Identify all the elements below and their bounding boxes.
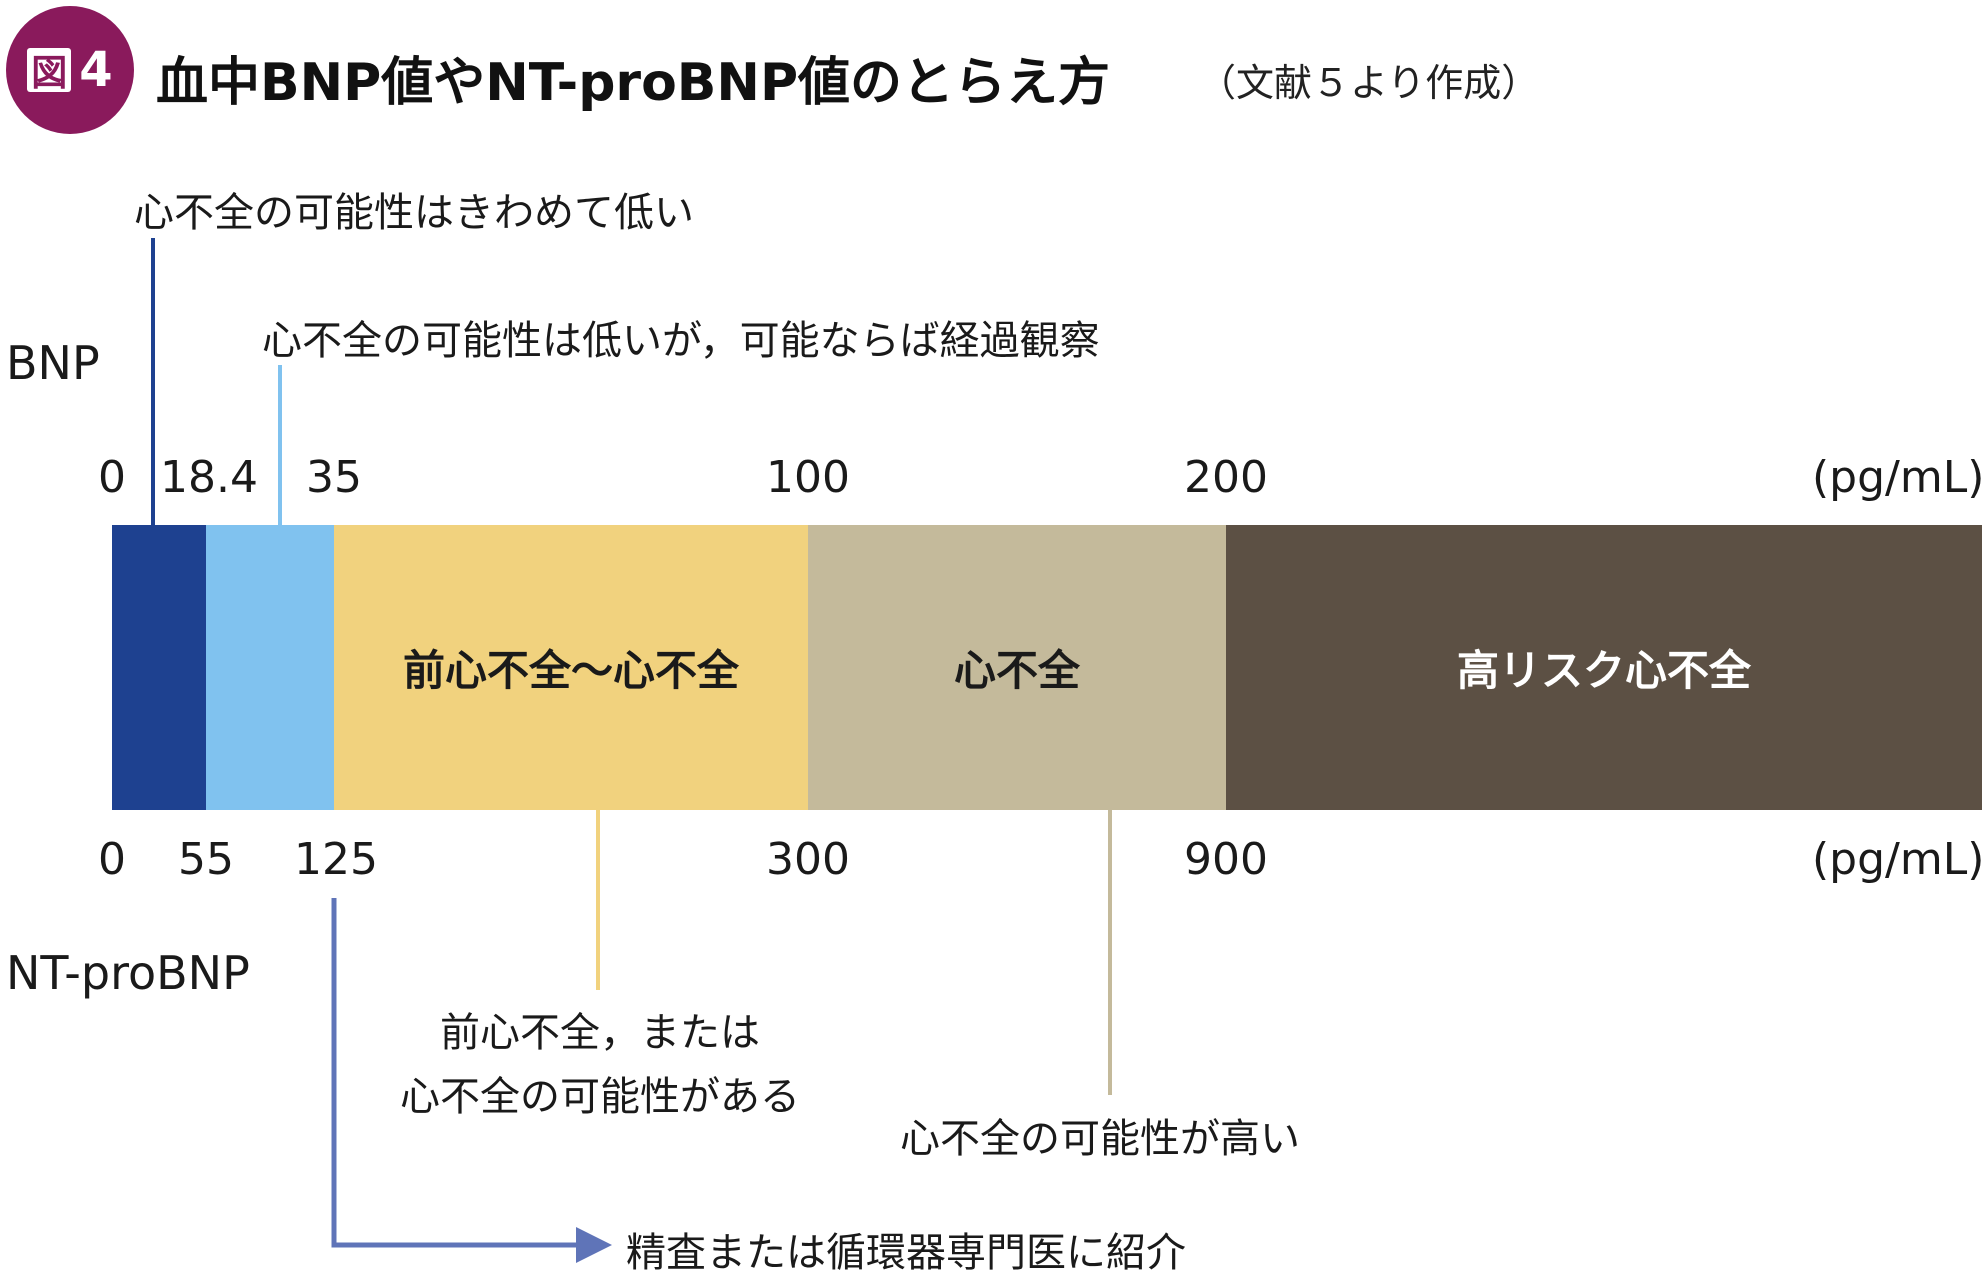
segment-high-risk: 高リスク心不全 bbox=[1226, 525, 1982, 810]
annotation-possible-line2: 心不全の可能性がある bbox=[400, 1074, 800, 1120]
segment-heart-failure-label: 心不全 bbox=[953, 646, 1080, 695]
figure-number: 4 bbox=[79, 42, 113, 98]
figure-label: 図 bbox=[27, 48, 72, 94]
ntprobnp-tick-55: 55 bbox=[178, 834, 234, 885]
annotation-low: 心不全の可能性は低いが，可能ならば経過観察 bbox=[262, 318, 1100, 364]
segment-pre-heart-failure: 前心不全～心不全 bbox=[334, 525, 808, 810]
refer-arrow-head bbox=[576, 1227, 612, 1263]
ntprobnp-tick-900: 900 bbox=[1184, 834, 1268, 885]
figure-title: 血中BNP値やNT-proBNP値のとらえ方 bbox=[156, 53, 1111, 113]
ntprobnp-tick-0: 0 bbox=[98, 834, 126, 885]
ntprobnp-tick-125: 125 bbox=[294, 834, 378, 885]
refer-arrow-line bbox=[331, 898, 582, 1248]
bnp-tick-200: 200 bbox=[1184, 452, 1268, 503]
bnp-tick-100: 100 bbox=[766, 452, 850, 503]
ntprobnp-unit: (pg/mL) bbox=[1812, 834, 1984, 885]
annotation-possible: 前心不全，または 心不全の可能性がある bbox=[380, 1000, 820, 1122]
bnp-tick-18-4: 18.4 bbox=[160, 452, 258, 503]
segment-low bbox=[206, 525, 334, 810]
ntprobnp-axis-label: NT-proBNP bbox=[6, 946, 250, 1000]
segment-pre-heart-failure-label: 前心不全～心不全 bbox=[402, 646, 739, 695]
source-note: （文献５より作成） bbox=[1198, 61, 1540, 105]
segment-heart-failure: 心不全 bbox=[808, 525, 1226, 810]
annotation-very-low: 心不全の可能性はきわめて低い bbox=[134, 190, 694, 236]
bnp-axis-label: BNP bbox=[6, 336, 100, 390]
segment-very-low bbox=[112, 525, 206, 810]
figure-badge: 図 4 bbox=[6, 6, 134, 134]
annotation-refer: 精査または循環器専門医に紹介 bbox=[626, 1230, 1186, 1276]
segment-high-risk-label: 高リスク心不全 bbox=[1456, 646, 1751, 695]
ntprobnp-tick-300: 300 bbox=[766, 834, 850, 885]
bnp-tick-0: 0 bbox=[98, 452, 126, 503]
range-bar: 前心不全～心不全 心不全 高リスク心不全 bbox=[112, 525, 1982, 810]
bnp-unit: (pg/mL) bbox=[1812, 452, 1984, 503]
annotation-possible-line1: 前心不全，または bbox=[440, 1010, 760, 1056]
bnp-tick-35: 35 bbox=[306, 452, 362, 503]
annotation-high: 心不全の可能性が高い bbox=[900, 1116, 1300, 1162]
